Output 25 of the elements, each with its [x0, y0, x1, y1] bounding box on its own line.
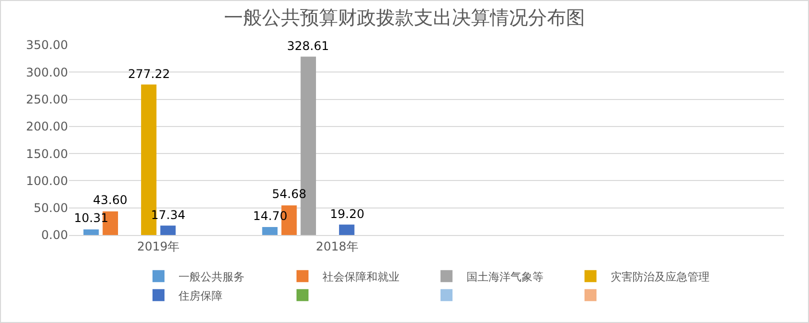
y-tick-label: 350.00: [26, 38, 68, 52]
data-label: 54.68: [272, 187, 306, 201]
legend-label: 社会保障和就业: [322, 270, 400, 284]
bar: [339, 224, 354, 235]
y-tick-label: 100.00: [26, 174, 68, 188]
y-tick-label: 300.00: [26, 65, 68, 80]
y-tick-label: 250.00: [26, 92, 68, 106]
legend-label: 住房保障: [178, 289, 222, 302]
x-tick-label: 2018年: [316, 239, 358, 254]
x-tick-label: 2019年: [137, 239, 180, 254]
y-tick-label: 0.00: [41, 228, 68, 242]
bar: [262, 227, 278, 235]
bar: [160, 226, 176, 235]
data-label: 328.61: [287, 39, 329, 53]
bar: [83, 229, 99, 235]
legend-label: 国土海洋气象等: [466, 270, 544, 284]
data-label: 19.20: [330, 207, 364, 221]
data-label: 277.22: [128, 67, 170, 81]
data-label: 43.60: [93, 193, 128, 207]
legend-label: 灾害防治及应急管理: [610, 270, 710, 284]
chart-title: 一般公共预算财政拨款支出决算情况分布图: [224, 6, 585, 29]
y-tick-label: 50.00: [34, 201, 68, 216]
legend-label: 一般公共服务: [178, 270, 244, 284]
y-tick-label: 200.00: [26, 120, 68, 134]
y-tick-label: 150.00: [26, 146, 68, 161]
